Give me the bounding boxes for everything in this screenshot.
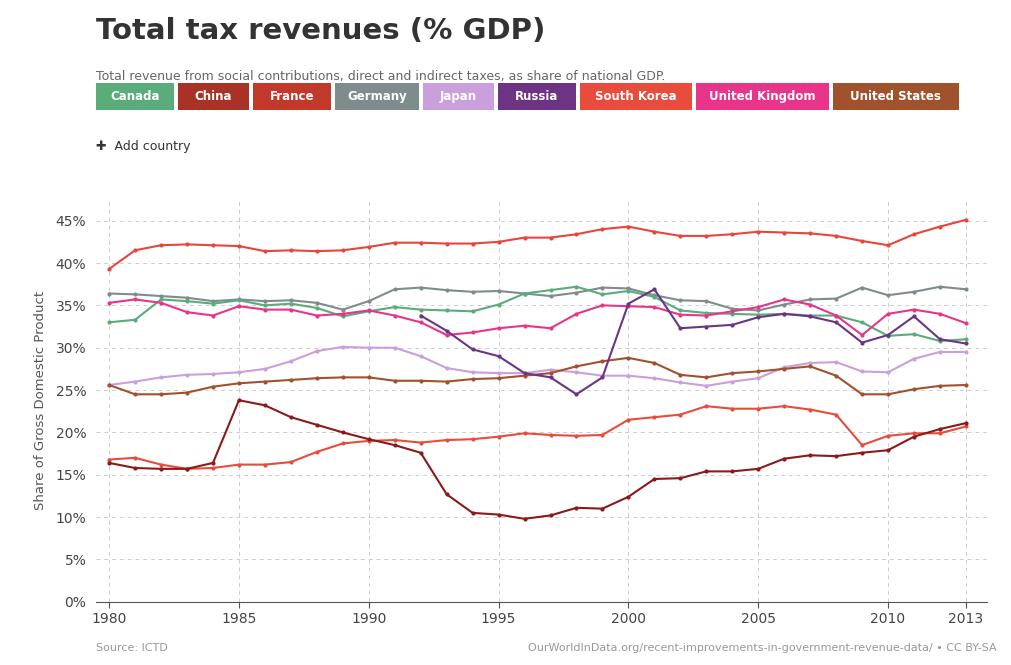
Text: Russia: Russia xyxy=(515,90,558,103)
Text: Japan: Japan xyxy=(440,90,477,103)
Text: Canada: Canada xyxy=(110,90,160,103)
Text: France: France xyxy=(269,90,313,103)
Text: Germany: Germany xyxy=(347,90,406,103)
Text: OurWorldInData.org/recent-improvements-in-government-revenue-data/ • CC BY-SA: OurWorldInData.org/recent-improvements-i… xyxy=(528,643,996,653)
Text: Source: ICTD: Source: ICTD xyxy=(96,643,168,653)
Text: China: China xyxy=(194,90,232,103)
Text: United Kingdom: United Kingdom xyxy=(709,90,815,103)
Y-axis label: Share of Gross Domestic Product: Share of Gross Domestic Product xyxy=(34,291,48,510)
Text: Total revenue from social contributions, direct and indirect taxes, as share of : Total revenue from social contributions,… xyxy=(96,70,665,83)
Text: ✚  Add country: ✚ Add country xyxy=(96,140,190,153)
Text: Total tax revenues (% GDP): Total tax revenues (% GDP) xyxy=(96,17,545,45)
Text: South Korea: South Korea xyxy=(594,90,676,103)
Text: in Data: in Data xyxy=(913,38,961,51)
Text: United States: United States xyxy=(849,90,940,103)
Text: Our World: Our World xyxy=(904,22,971,35)
